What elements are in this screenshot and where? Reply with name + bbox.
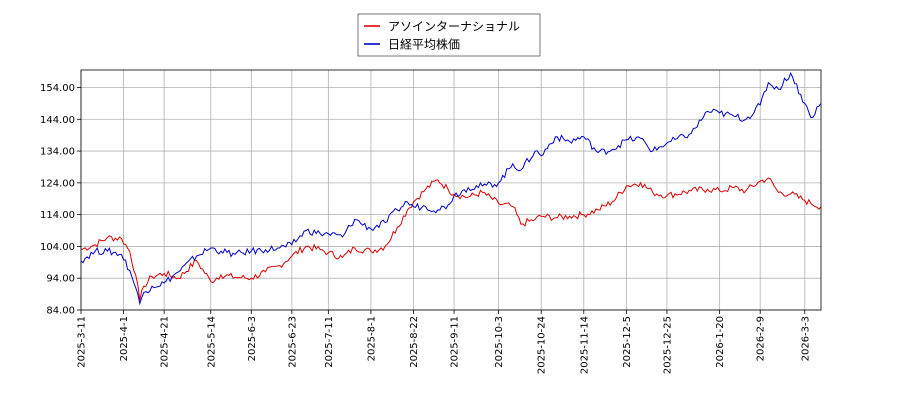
x-axis-ticks: 2025-3-11 2025-4-1 2025-4-21 2025-5-14 2025-… [77,310,811,374]
x-tick-label: 2026-1-20 [715,316,726,368]
x-tick-label: 2025-10-3 [494,316,505,368]
y-tick-label: 94.00 [46,274,75,285]
x-tick-label: 2025-4-1 [119,316,130,361]
x-tick-label: 2025-9-11 [450,316,461,368]
x-tick-label: 2025-10-24 [537,316,548,374]
y-axis-ticks: 84.00 94.00 104.00 114.00 124.00 134.00 144.00… [40,83,81,317]
y-tick-label: 84.00 [46,306,75,317]
x-tick-label: 2025-12-25 [662,316,673,374]
x-tick-label: 2025-11-14 [579,316,590,374]
x-tick-label: 2025-8-1 [366,316,377,361]
legend-box [357,13,541,57]
x-tick-label: 2025-7-11 [324,316,335,368]
x-tick-label: 2025-6-3 [247,316,258,361]
x-tick-label: 2025-5-14 [206,316,217,368]
series-line-0 [80,177,822,301]
plot-frame [80,69,822,311]
x-tick-label: 2025-6-23 [287,316,298,368]
y-tick-label: 144.00 [40,115,75,126]
y-tick-label: 134.00 [40,147,75,158]
legend-label: 日経平均株価 [388,37,460,52]
x-tick-label: 2025-8-22 [409,316,420,368]
x-tick-label: 2025-12-5 [622,316,633,368]
y-tick-label: 154.00 [40,83,75,94]
y-tick-label: 124.00 [40,178,75,189]
x-tick-label: 2026-2-9 [756,316,767,361]
y-tick-label: 104.00 [40,242,75,253]
x-tick-label: 2025-4-21 [160,316,171,368]
legend-label: アソインターナショナル [388,20,520,34]
y-tick-label: 114.00 [40,210,75,221]
series-line-1 [80,71,822,306]
series-lines [80,71,822,306]
x-tick-label: 2026-3-3 [800,316,811,361]
x-tick-label: 2025-3-11 [77,316,88,368]
